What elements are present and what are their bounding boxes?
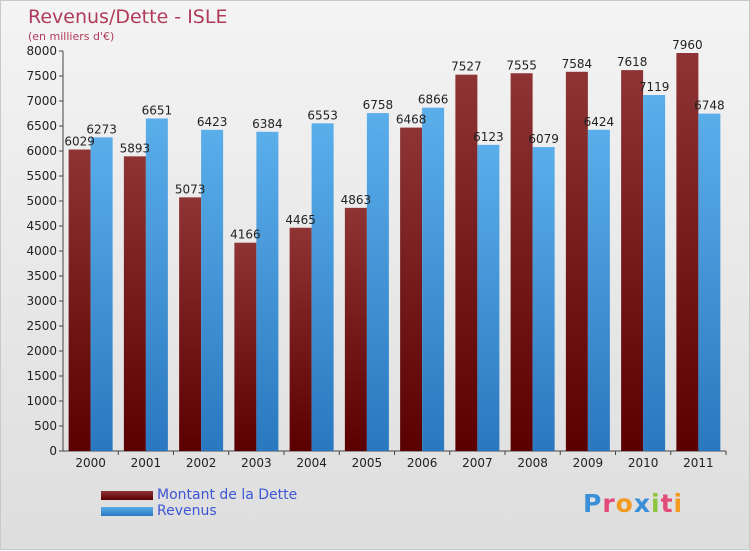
data-label-dette: 4465 <box>285 213 316 227</box>
bar-revenus <box>366 113 389 451</box>
bar-dette <box>123 156 146 451</box>
data-label-dette: 7584 <box>562 57 593 71</box>
logo-letter: i <box>651 489 661 518</box>
bar-dette <box>455 74 478 452</box>
bar-dette <box>344 207 367 451</box>
bar-revenus <box>311 123 334 451</box>
chart-subtitle: (en milliers d'€) <box>28 30 115 43</box>
data-label-revenus: 6384 <box>252 117 283 131</box>
x-tick-label: 2011 <box>683 456 714 470</box>
x-tick-label: 2004 <box>296 456 327 470</box>
bar-dette <box>400 127 423 451</box>
data-label-revenus: 6273 <box>86 122 117 136</box>
data-label-dette: 7960 <box>672 38 703 52</box>
x-tick-label: 2006 <box>407 456 438 470</box>
data-label-dette: 5073 <box>175 182 206 196</box>
y-tick-label: 6000 <box>26 144 57 158</box>
data-label-dette: 6029 <box>64 135 95 149</box>
y-tick-label: 5500 <box>26 169 57 183</box>
bar-revenus <box>256 131 279 452</box>
y-tick-label: 5000 <box>26 194 57 208</box>
y-tick-label: 8000 <box>26 44 57 58</box>
data-label-dette: 7618 <box>617 55 648 69</box>
x-tick-label: 2002 <box>186 456 217 470</box>
y-tick-label: 1000 <box>26 394 57 408</box>
legend-label-dette: Montant de la Dette <box>157 487 298 503</box>
data-label-revenus: 6423 <box>197 115 228 129</box>
proxiti-logo: Proxiti <box>583 489 683 518</box>
x-tick-label: 2008 <box>517 456 548 470</box>
x-tick-label: 2001 <box>131 456 162 470</box>
bar-dette <box>676 53 699 451</box>
x-tick-label: 2009 <box>573 456 604 470</box>
data-label-revenus: 6758 <box>363 98 394 112</box>
bar-dette <box>179 197 202 451</box>
legend-swatch-revenus <box>101 506 153 516</box>
data-label-dette: 5893 <box>120 141 151 155</box>
data-label-revenus: 7119 <box>639 80 670 94</box>
logo-letter: P <box>583 489 603 518</box>
data-label-revenus: 6748 <box>694 99 725 113</box>
y-tick-label: 6500 <box>26 119 57 133</box>
legend-item-dette: Montant de la Dette <box>101 487 297 503</box>
chart-title: Revenus/Dette - ISLE <box>28 6 228 28</box>
data-label-revenus: 6651 <box>142 103 173 117</box>
bar-dette <box>565 71 588 452</box>
bar-dette <box>68 149 91 452</box>
y-tick-label: 3500 <box>26 269 57 283</box>
bar-revenus <box>90 137 113 451</box>
data-label-revenus: 6079 <box>528 132 559 146</box>
x-tick-label: 2000 <box>75 456 106 470</box>
y-tick-label: 4000 <box>26 244 57 258</box>
bar-revenus <box>201 129 224 451</box>
y-tick-label: 500 <box>34 419 57 433</box>
bar-revenus <box>587 129 610 452</box>
chart-legend: Montant de la Dette Revenus <box>101 487 297 519</box>
logo-letter: r <box>602 489 616 518</box>
y-tick-label: 7000 <box>26 94 57 108</box>
x-tick-label: 2007 <box>462 456 493 470</box>
bar-revenus <box>532 147 555 452</box>
x-tick-label: 2010 <box>628 456 659 470</box>
bar-revenus <box>477 144 500 451</box>
logo-letter: t <box>660 489 674 518</box>
y-tick-label: 3000 <box>26 294 57 308</box>
data-label-revenus: 6424 <box>584 115 615 129</box>
y-tick-label: 2500 <box>26 319 57 333</box>
y-tick-label: 0 <box>49 444 57 458</box>
legend-item-revenus: Revenus <box>101 503 297 519</box>
data-label-dette: 4166 <box>230 228 261 242</box>
bar-dette <box>289 227 312 451</box>
bar-revenus <box>698 113 721 451</box>
logo-letter: o <box>615 489 634 518</box>
data-label-dette: 6468 <box>396 113 427 127</box>
bar-dette <box>234 242 257 451</box>
x-tick-label: 2003 <box>241 456 272 470</box>
bar-revenus <box>145 118 168 451</box>
legend-swatch-dette <box>101 490 153 500</box>
data-label-dette: 4863 <box>341 193 372 207</box>
bar-revenus <box>643 95 666 452</box>
data-label-dette: 7527 <box>451 60 482 74</box>
x-tick-label: 2005 <box>352 456 383 470</box>
y-tick-label: 1500 <box>26 369 57 383</box>
data-label-revenus: 6553 <box>307 108 338 122</box>
y-tick-label: 7500 <box>26 69 57 83</box>
y-tick-label: 2000 <box>26 344 57 358</box>
bar-dette <box>621 70 644 451</box>
data-label-revenus: 6866 <box>418 93 449 107</box>
data-label-revenus: 6123 <box>473 130 504 144</box>
logo-letter: i <box>673 489 684 518</box>
bar-revenus <box>422 107 445 451</box>
logo-letter: x <box>633 489 651 518</box>
data-label-dette: 7555 <box>506 58 537 72</box>
y-tick-label: 4500 <box>26 219 57 233</box>
bar-dette <box>510 73 533 451</box>
legend-label-revenus: Revenus <box>157 503 217 519</box>
